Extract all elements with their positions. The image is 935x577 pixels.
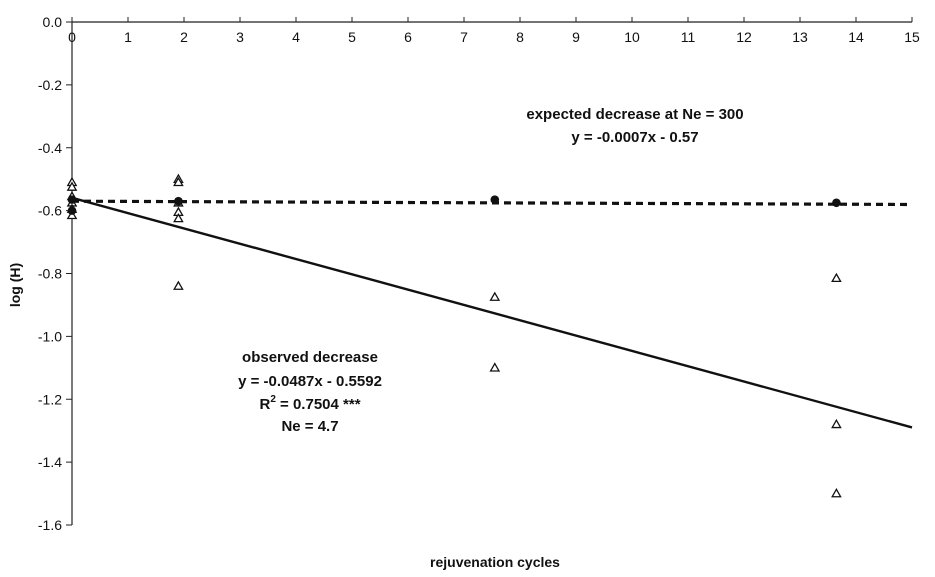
expected-point-marker bbox=[490, 195, 500, 204]
x-tick-label: 8 bbox=[516, 29, 524, 45]
y-tick-label: -1.4 bbox=[38, 454, 62, 470]
trendlines bbox=[71, 196, 913, 429]
expected-point-marker bbox=[174, 196, 183, 206]
y-tick-label: -1.0 bbox=[38, 328, 62, 344]
observed-point-marker bbox=[831, 488, 842, 498]
axis-ticks: 0 1 2 3 4 5 6 7 8 9 10 11 12 13 14 150.0-0.2-0.4-0.6-0.… bbox=[38, 14, 920, 533]
expected-decrease-annotation: expected decrease at Ne = 300 y = -0.000… bbox=[526, 106, 743, 146]
observed-point-marker bbox=[831, 418, 842, 429]
axes bbox=[71, 21, 912, 525]
x-axis-title: rejuvenation cycles bbox=[430, 554, 560, 570]
x-tick-label: 10 bbox=[624, 29, 640, 45]
expected-point-marker bbox=[832, 198, 841, 208]
expected-point-marker bbox=[67, 195, 77, 204]
x-tick-label: 9 bbox=[572, 29, 580, 45]
x-tick-label: 2 bbox=[180, 29, 188, 45]
x-tick-label: 14 bbox=[848, 29, 864, 45]
y-tick-label: -0.2 bbox=[38, 77, 62, 93]
observed-point-marker bbox=[489, 291, 501, 301]
observed-trendline bbox=[71, 196, 913, 429]
x-tick-label: 7 bbox=[460, 29, 468, 45]
data-points bbox=[66, 173, 842, 498]
x-tick-label: 11 bbox=[681, 29, 696, 45]
observed-decrease-annotation: observed decrease y = -0.0487x - 0.5592 … bbox=[238, 349, 382, 435]
x-tick-label: 6 bbox=[404, 29, 412, 45]
observed-annotation-ne: Ne = 4.7 bbox=[281, 418, 338, 435]
observed-annotation-r-squared: R2 = 0.7504 *** bbox=[259, 394, 360, 413]
y-tick-label: -0.4 bbox=[38, 140, 62, 156]
observed-point-marker bbox=[173, 212, 184, 223]
observed-annotation-equation: y = -0.0487x - 0.5592 bbox=[238, 373, 382, 390]
x-tick-label: 12 bbox=[736, 29, 752, 45]
x-tick-label: 3 bbox=[236, 29, 244, 45]
y-axis-title: log (H) bbox=[7, 263, 23, 307]
x-tick-label: 1 bbox=[124, 29, 132, 45]
x-tick-label: 5 bbox=[348, 29, 356, 45]
observed-point-marker bbox=[173, 176, 184, 187]
y-tick-label: -0.8 bbox=[38, 266, 62, 282]
x-tick-label: 15 bbox=[904, 29, 920, 45]
x-tick-label: 0 bbox=[68, 29, 76, 45]
y-tick-label: -1.6 bbox=[38, 517, 62, 533]
observed-annotation-line1: observed decrease bbox=[242, 349, 378, 366]
expected-point-marker bbox=[67, 206, 77, 215]
x-tick-label: 4 bbox=[292, 29, 300, 45]
expected-annotation-equation: y = -0.0007x - 0.57 bbox=[571, 129, 698, 146]
observed-point-marker bbox=[173, 280, 184, 290]
y-tick-label: 0.0 bbox=[43, 14, 63, 30]
expected-annotation-line1: expected decrease at Ne = 300 bbox=[526, 106, 743, 123]
y-tick-label: -0.6 bbox=[38, 203, 62, 219]
x-tick-label: 13 bbox=[792, 29, 808, 45]
observed-point-marker bbox=[489, 362, 501, 372]
y-tick-label: -1.2 bbox=[38, 391, 62, 407]
observed-point-marker bbox=[66, 181, 78, 191]
observed-point-marker bbox=[831, 272, 842, 283]
